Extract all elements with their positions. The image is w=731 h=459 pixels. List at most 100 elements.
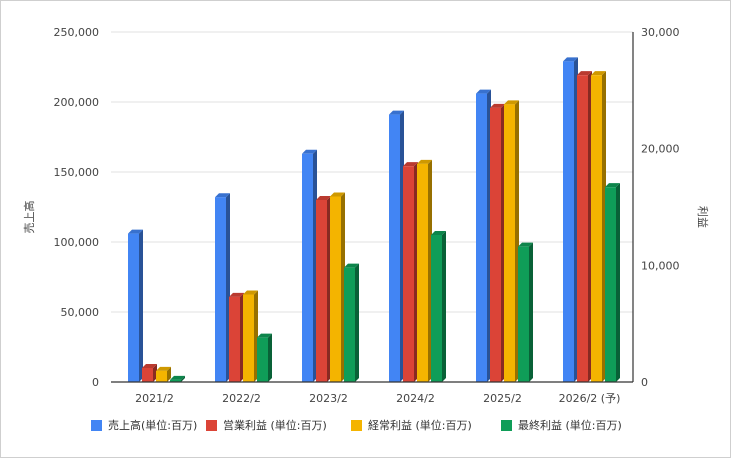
legend-label: 売上高(単位:百万) [108, 418, 197, 432]
legend-item: 売上高(単位:百万) [91, 418, 197, 432]
y-tick-label-right: 10,000 [641, 259, 680, 272]
bar-top [389, 110, 404, 115]
legend-label: 営業利益 (単位:百万) [223, 418, 327, 432]
bar [142, 364, 157, 382]
bar [518, 242, 533, 382]
bar [476, 89, 491, 382]
bar-front [330, 196, 341, 382]
legend-swatch [206, 420, 217, 431]
bar-top [156, 366, 171, 371]
bar [389, 110, 404, 382]
bar-top [591, 71, 606, 76]
bar [403, 162, 418, 382]
bar-front [490, 107, 501, 382]
y-tick-labels-right: 0 10,000 20,000 30,000 [641, 26, 680, 389]
bar-top [431, 231, 446, 235]
legend-swatch [351, 420, 362, 431]
bar-top [417, 159, 432, 164]
legend-item: 最終利益 (単位:百万) [501, 418, 622, 432]
bar-front [128, 233, 139, 382]
bar-front [476, 93, 487, 382]
bar-top [605, 183, 620, 188]
bar-side [181, 375, 185, 382]
x-tick-label: 2024/2 [396, 392, 435, 405]
bar [215, 193, 230, 382]
y-tick-label-right: 20,000 [641, 143, 680, 156]
bar-front [170, 379, 181, 382]
bar [330, 192, 345, 382]
bar-top [257, 333, 272, 338]
bar-top [577, 71, 592, 76]
x-tick-label: 2021/2 [135, 392, 174, 405]
bar-side [167, 366, 171, 382]
bar-front [403, 166, 414, 382]
bar-top [229, 292, 244, 297]
bar-front [316, 200, 327, 382]
bar-top [142, 364, 157, 368]
bar-top [170, 375, 185, 380]
gridlines [111, 31, 633, 313]
bar [243, 290, 258, 382]
bar-top [563, 57, 578, 62]
y-tick-label-left: 100,000 [54, 236, 100, 249]
bar-top [504, 100, 519, 105]
bar-top [302, 149, 317, 154]
bar [302, 149, 317, 382]
legend-swatch [91, 420, 102, 431]
legend-item: 経常利益 (単位:百万) [351, 418, 472, 432]
y-tick-label-left: 200,000 [54, 96, 100, 109]
bar-top [316, 196, 331, 200]
bar-front [591, 75, 602, 383]
y-tick-label-left: 250,000 [54, 26, 100, 39]
bar-top [476, 89, 491, 94]
bar [229, 292, 244, 382]
legend-label: 経常利益 (単位:百万) [368, 418, 472, 432]
bar-front [417, 163, 428, 382]
bar-front [344, 267, 355, 382]
legend-item: 営業利益 (単位:百万) [206, 418, 327, 432]
legend-swatch [501, 420, 512, 431]
bar [156, 366, 171, 382]
bar [170, 375, 185, 382]
bar [257, 333, 272, 382]
bar-side [139, 229, 143, 382]
bar [605, 183, 620, 382]
bar [316, 196, 331, 382]
axes [111, 32, 634, 383]
bar [431, 231, 446, 382]
y-tick-label-left: 50,000 [61, 306, 100, 319]
legend: 売上高(単位:百万) 営業利益 (単位:百万) 経常利益 (単位:百万) 最終利益 (… [91, 418, 622, 432]
bar-front [215, 197, 226, 382]
bar-front [577, 75, 588, 383]
bar-front [431, 235, 442, 382]
bar-top [243, 290, 258, 295]
x-tick-label: 2026/2 (予) [559, 392, 621, 405]
bar-top [518, 242, 533, 247]
bar-front [229, 296, 240, 382]
bar-side [529, 242, 533, 382]
bar-front [605, 187, 616, 382]
bar [591, 71, 606, 383]
bar-top [128, 229, 143, 234]
x-tick-label: 2023/2 [309, 392, 348, 405]
y-axis-title-left: 売上高 [22, 201, 36, 234]
y-tick-label-right: 0 [641, 376, 648, 389]
bar-front [504, 104, 515, 382]
bar-front [302, 153, 313, 382]
bar [577, 71, 592, 383]
bar-side [268, 333, 272, 382]
bar-side [616, 183, 620, 382]
bar-top [403, 162, 418, 167]
bar-top [490, 103, 505, 108]
x-tick-label: 2022/2 [222, 392, 261, 405]
bar-front [142, 368, 153, 382]
bar-front [257, 337, 268, 382]
bar [504, 100, 519, 382]
bar-front [389, 114, 400, 382]
bar-front [518, 246, 529, 382]
bar [344, 263, 359, 382]
y-axis-title-right: 利益 [696, 206, 710, 228]
bars [128, 57, 620, 383]
